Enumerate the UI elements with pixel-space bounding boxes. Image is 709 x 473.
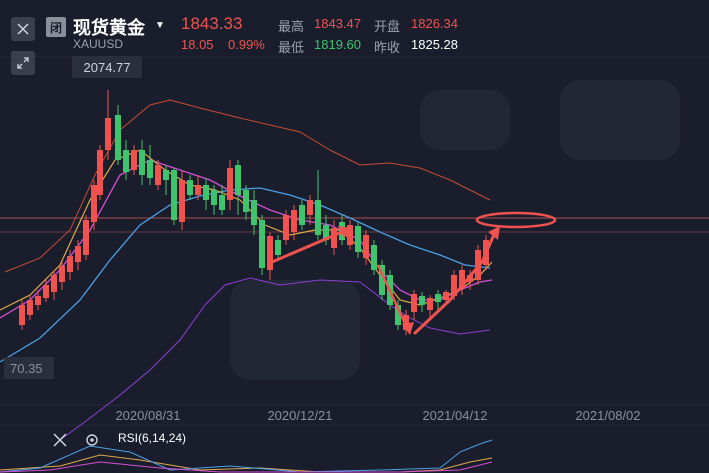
candle-body <box>307 200 313 215</box>
max-price-label: 2074.77 <box>72 56 142 78</box>
candle-body <box>443 292 449 300</box>
candle-body <box>91 185 97 222</box>
candle-body <box>275 240 281 255</box>
candle-body <box>35 296 41 305</box>
candle-body <box>27 300 33 315</box>
instrument-header: 闭 现货黄金 ▼ XAUUSD 1843.33 18.05 0.99% 最高 1… <box>0 0 709 56</box>
candle-body <box>459 270 465 288</box>
candle-body <box>43 285 49 298</box>
candle-body <box>243 190 249 212</box>
close-icon <box>53 433 67 447</box>
candle-body <box>283 215 289 240</box>
price-change-percent: 0.99% <box>228 37 265 52</box>
candle-body <box>227 168 233 200</box>
candle-body <box>451 275 457 296</box>
candle-body <box>435 294 441 302</box>
candle-body <box>131 150 137 170</box>
candle-body <box>115 115 121 160</box>
candle-body <box>179 180 185 222</box>
last-price: 1843.33 <box>181 14 243 33</box>
open-label: 开盘 <box>374 19 401 34</box>
low-label: 最低 <box>278 40 305 55</box>
candle-body <box>291 210 297 232</box>
settings-icon <box>86 434 98 446</box>
candle-body <box>259 220 265 268</box>
candle-body <box>347 225 353 245</box>
date-label-4: 2021/08/02 <box>575 408 640 423</box>
candle-body <box>371 245 377 270</box>
candle-body <box>395 305 401 325</box>
expand-icon <box>17 57 29 69</box>
candle-body <box>267 236 273 270</box>
candle-body <box>139 150 145 175</box>
rsi-indicator-label: RSI(6,14,24) <box>118 431 187 445</box>
candle-body <box>299 205 305 225</box>
candle-body <box>419 296 425 305</box>
candle-body <box>203 185 209 200</box>
candle-body <box>403 315 409 330</box>
candle-body <box>155 165 161 185</box>
high-label: 最高 <box>278 19 305 34</box>
candle-body <box>363 235 369 258</box>
low-value: 1819.60 <box>314 37 361 52</box>
candle-body <box>67 256 73 272</box>
candle-body <box>187 180 193 195</box>
candle-body <box>411 294 417 312</box>
date-label-2: 2020/12/21 <box>267 408 332 423</box>
candle-body <box>251 200 257 225</box>
rsi-settings-button[interactable] <box>84 432 100 448</box>
candle-body <box>123 150 129 172</box>
candle-body <box>97 150 103 195</box>
close-button[interactable] <box>11 17 35 41</box>
dropdown-caret-icon[interactable]: ▼ <box>155 20 165 31</box>
rsi-close-button[interactable] <box>52 432 68 448</box>
date-label-3: 2021/04/12 <box>422 408 487 423</box>
candle-body <box>19 305 25 325</box>
candle-body <box>51 275 57 292</box>
price-change: 18.05 <box>181 37 214 52</box>
candle-body <box>235 165 241 195</box>
candle-body <box>323 225 329 240</box>
candle-body <box>195 185 201 195</box>
candle-body <box>427 298 433 310</box>
date-label-1: 2020/08/31 <box>115 408 180 423</box>
candle-body <box>219 195 225 210</box>
candle-body <box>379 265 385 295</box>
candle-body <box>59 266 65 282</box>
candle-body <box>355 226 361 252</box>
candle-body <box>83 220 89 255</box>
expand-button[interactable] <box>11 51 35 75</box>
candle-body <box>171 170 177 220</box>
candle-body <box>105 118 111 150</box>
min-price-label: 70.35 <box>4 357 54 379</box>
candle-body <box>331 228 337 248</box>
close-icon <box>17 23 29 35</box>
candle-body <box>75 246 81 262</box>
candle-body <box>147 160 153 178</box>
instrument-symbol: XAUUSD <box>73 37 124 51</box>
instrument-title[interactable]: 现货黄金 <box>73 18 145 38</box>
candle-body <box>315 200 321 235</box>
open-value: 1826.34 <box>411 16 458 31</box>
high-value: 1843.47 <box>314 16 361 31</box>
candle-body <box>163 170 169 180</box>
candle-body <box>211 190 217 205</box>
market-closed-badge: 闭 <box>46 17 66 37</box>
prev-close-label: 昨收 <box>374 40 401 55</box>
prev-close-value: 1825.28 <box>411 37 458 52</box>
